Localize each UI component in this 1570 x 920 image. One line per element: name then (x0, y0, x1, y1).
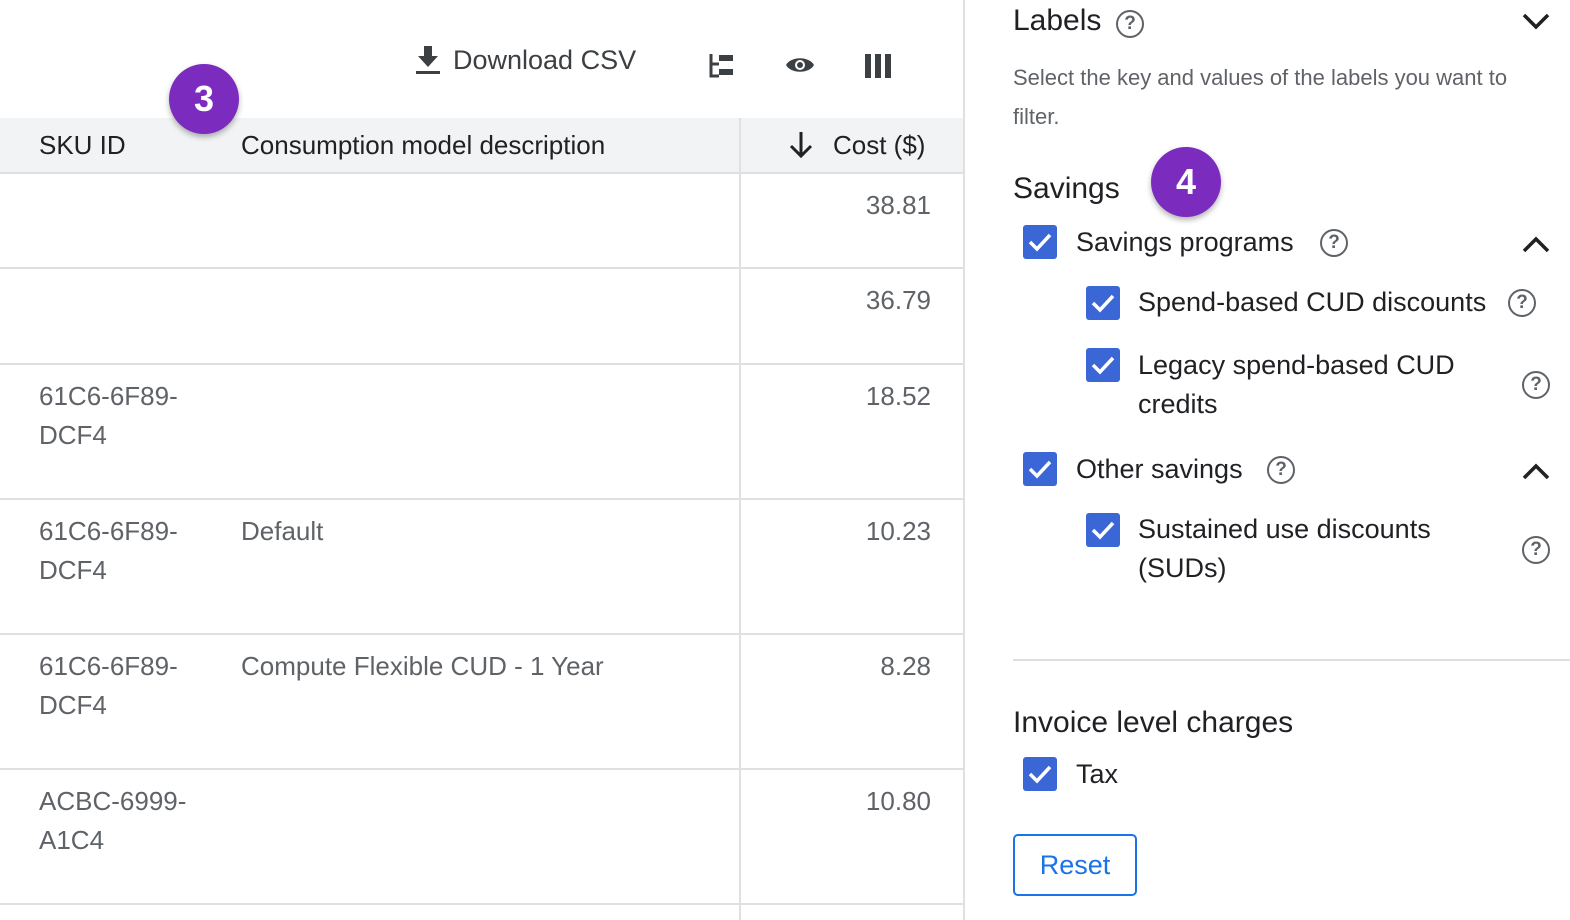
cost-cell: 36.79 (865, 285, 931, 315)
sort-descending-icon[interactable] (788, 130, 814, 160)
table-row[interactable]: ACBC-6999-A1C4 10.80 (0, 770, 963, 905)
cost-cell: 18.52 (865, 381, 931, 411)
chevron-up-icon[interactable] (1521, 236, 1551, 254)
sku-cell: 61C6-6F89-DCF4 (39, 651, 178, 720)
help-icon[interactable]: ? (1320, 229, 1348, 257)
check-icon (1028, 765, 1052, 784)
help-icon[interactable]: ? (1267, 456, 1295, 484)
suds-label: Sustained use discounts (SUDs) (1138, 514, 1431, 583)
help-icon[interactable]: ? (1116, 10, 1144, 38)
spend-based-cud-checkbox[interactable] (1086, 286, 1120, 320)
download-csv-label: Download CSV (453, 44, 637, 75)
other-savings-label: Other savings (1076, 454, 1243, 484)
header-cost[interactable]: Cost ($) (833, 130, 926, 160)
table-row[interactable]: 38.81 (0, 174, 963, 269)
cost-cell: 8.28 (880, 651, 931, 681)
chevron-up-icon[interactable] (1521, 463, 1551, 481)
column-divider (739, 118, 741, 920)
eye-icon[interactable] (785, 55, 815, 75)
sku-cell: ACBC-6999-A1C4 (39, 786, 187, 855)
check-icon (1091, 521, 1115, 540)
table-row[interactable]: 61C6-6F89-DCF4 Compute Flexible CUD - 1 Y… (0, 635, 963, 770)
table-row[interactable]: 61C6-6F89-DCF4 Default 10.23 (0, 500, 963, 635)
labels-description: Select the key and values of the labels … (1013, 65, 1508, 129)
suds-checkbox[interactable] (1086, 513, 1120, 547)
spend-based-cud-label: Spend-based CUD discounts (1138, 287, 1487, 317)
tax-label: Tax (1076, 759, 1119, 789)
legacy-cud-checkbox[interactable] (1086, 348, 1120, 382)
check-icon (1028, 233, 1052, 252)
legacy-cud-label: Legacy spend-based CUD credits (1138, 350, 1455, 419)
help-icon[interactable]: ? (1508, 289, 1536, 317)
cost-cell: 10.80 (865, 786, 931, 816)
table-row[interactable]: 36.79 (0, 269, 963, 365)
divider (1013, 659, 1570, 661)
header-sku-id[interactable]: SKU ID (39, 130, 126, 160)
sku-cell: 61C6-6F89-DCF4 (39, 381, 178, 450)
step-badge-3: 3 (169, 64, 239, 134)
download-csv-button[interactable]: Download CSV (414, 44, 636, 76)
table-row[interactable]: 61C6-6F89-DCF4 18.52 (0, 365, 963, 500)
cost-cell: 38.81 (865, 190, 931, 220)
help-icon[interactable]: ? (1522, 536, 1550, 564)
help-icon[interactable]: ? (1522, 371, 1550, 399)
invoice-charges-title: Invoice level charges (1013, 706, 1294, 739)
chevron-down-icon[interactable] (1521, 12, 1551, 30)
check-icon (1091, 294, 1115, 313)
savings-programs-label: Savings programs (1076, 227, 1294, 257)
tax-checkbox[interactable] (1023, 757, 1057, 791)
cost-table-panel: Download CSV SKU ID Consumption model de… (0, 0, 965, 920)
table-header: SKU ID Consumption model description Cos… (0, 118, 963, 174)
check-icon (1091, 356, 1115, 375)
savings-title: Savings (1013, 172, 1120, 205)
check-icon (1028, 460, 1052, 479)
cost-cell: 10.23 (865, 516, 931, 546)
sku-cell: 61C6-6F89-DCF4 (39, 516, 178, 585)
download-icon (416, 46, 440, 74)
desc-cell: Default (241, 516, 324, 546)
step-badge-4: 4 (1151, 147, 1221, 217)
columns-icon[interactable] (865, 54, 891, 78)
reset-button[interactable]: Reset (1013, 834, 1137, 896)
header-consumption-model[interactable]: Consumption model description (241, 130, 606, 160)
other-savings-checkbox[interactable] (1023, 452, 1057, 486)
hierarchy-icon[interactable] (709, 52, 735, 78)
savings-programs-checkbox[interactable] (1023, 225, 1057, 259)
desc-cell: Compute Flexible CUD - 1 Year (241, 651, 604, 681)
labels-title: Labels (1013, 4, 1102, 37)
